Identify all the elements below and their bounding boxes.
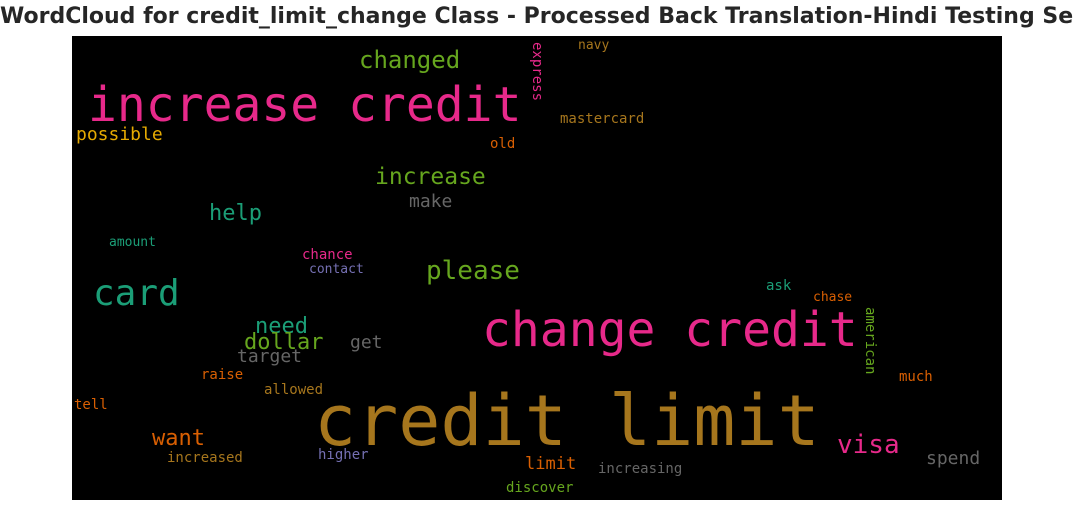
word-old: old (490, 136, 516, 152)
word-raise: raise (201, 367, 244, 383)
word-credit-limit: credit limit (314, 380, 820, 462)
word-increasing: increasing (598, 461, 683, 477)
word-tell: tell (74, 397, 108, 413)
word-make: make (409, 191, 453, 212)
word-please: please (426, 256, 520, 286)
word-chance: chance (302, 247, 353, 263)
word-limit: limit (525, 454, 577, 474)
word-mastercard: mastercard (560, 111, 645, 127)
word-visa: visa (837, 430, 900, 460)
word-increased: increased (167, 450, 243, 466)
word-want: want (152, 426, 205, 451)
word-need: need (255, 314, 308, 339)
word-american: american (862, 307, 878, 375)
word-help: help (209, 201, 262, 226)
word-spend: spend (926, 448, 981, 469)
word-navy: navy (578, 38, 610, 53)
word-target: target (237, 346, 303, 367)
word-change-credit: change credit (482, 302, 858, 358)
word-discover: discover (506, 480, 574, 496)
word-increase-credit: increase credit (88, 77, 522, 133)
word-get: get (350, 332, 383, 353)
word-express: express (529, 42, 545, 102)
word-dollar: dollar (244, 330, 324, 355)
word-card: card (93, 273, 180, 314)
wordcloud-canvas: increase credit change credit credit limit… (72, 36, 1002, 500)
word-contact: contact (309, 262, 364, 277)
word-higher: higher (318, 447, 369, 463)
word-amount: amount (109, 235, 156, 250)
chart-title: WordCloud for credit_limit_change Class … (0, 4, 1073, 29)
word-changed: changed (359, 46, 461, 74)
word-ask: ask (766, 278, 792, 294)
word-allowed: allowed (264, 382, 324, 398)
word-chase: chase (813, 290, 853, 305)
word-possible: possible (76, 124, 163, 145)
word-increase: increase (375, 164, 486, 190)
word-much: much (899, 369, 933, 385)
